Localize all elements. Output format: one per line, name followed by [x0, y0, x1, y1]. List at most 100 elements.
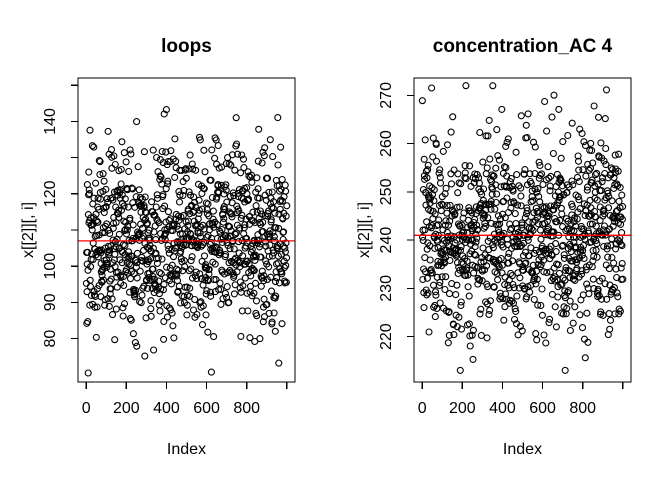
scatter-point [260, 313, 269, 321]
scatter-point [438, 273, 446, 281]
scatter-point [425, 328, 433, 336]
scatter-point [442, 184, 450, 192]
scatter-point [449, 321, 458, 329]
scatter-point [152, 236, 160, 244]
scatter-point [207, 238, 215, 247]
scatter-point [187, 265, 195, 273]
scatter-point [119, 312, 127, 320]
scatter-point [145, 226, 153, 234]
y-tick-label: 260 [378, 130, 395, 157]
scatter-point [103, 248, 112, 256]
scatter-point [158, 147, 166, 156]
plot-title: loops [161, 36, 212, 57]
scatter-point [487, 205, 495, 213]
scatter-point [277, 185, 285, 193]
scatter-point [443, 141, 452, 149]
scatter-point [186, 151, 194, 159]
scatter-point [203, 233, 211, 241]
scatter-point [106, 277, 114, 285]
scatter-point [133, 342, 141, 350]
scatter-point [253, 312, 261, 320]
scatter-point [249, 217, 257, 225]
scatter-point [252, 297, 261, 305]
plot-area: 0 200 400 600 800 140 120 100 90 80 [42, 77, 296, 417]
scatter-point [423, 274, 431, 282]
plot-area: 0 200 400 600 800 270 260 250 240 230 220 [378, 77, 632, 417]
scatter-point [202, 261, 210, 269]
scatter-point [441, 221, 449, 229]
scatter-point [564, 131, 572, 140]
scatter-point [202, 199, 210, 207]
scatter-point [465, 236, 473, 244]
scatter-point [493, 126, 501, 134]
scatter-point [265, 309, 273, 317]
scatter-point [529, 138, 538, 146]
scatter-point [181, 263, 189, 271]
x-axis: 0 200 400 600 800 [418, 382, 624, 417]
scatter-point [533, 188, 541, 196]
scatter-point [516, 322, 524, 330]
scatter-point [618, 242, 626, 250]
scatter-point [613, 289, 621, 297]
scatter-point [168, 222, 177, 230]
scatter-point [168, 261, 176, 269]
scatter-point [94, 218, 102, 226]
scatter-point [156, 268, 164, 277]
scatter-point [218, 268, 226, 276]
scatter-point [500, 229, 508, 237]
scatter-point [605, 310, 613, 318]
scatter-point [88, 142, 96, 150]
scatter-point [270, 233, 278, 241]
scatter-point [227, 161, 235, 169]
scatter-point [270, 309, 278, 317]
scatter-point [111, 250, 119, 258]
scatter-point [128, 184, 136, 192]
scatter-point [557, 204, 565, 212]
scatter-point [562, 266, 570, 275]
scatter-point [555, 196, 563, 204]
scatter-point [267, 216, 275, 224]
scatter-point [535, 192, 543, 201]
scatter-point [275, 359, 283, 367]
scatter-point [153, 259, 161, 267]
scatter-point [559, 241, 567, 249]
scatter-point [275, 224, 283, 232]
scatter-point [589, 257, 597, 265]
scatter-point [254, 157, 262, 165]
scatter-point [209, 207, 217, 215]
scatter-point [589, 275, 597, 283]
scatter-point [454, 189, 462, 197]
scatter-point [126, 275, 135, 283]
scatter-point [149, 146, 157, 154]
scatter-point [545, 209, 553, 217]
scatter-point [137, 299, 145, 307]
scatter-point [473, 221, 481, 229]
scatter-point [244, 195, 253, 203]
scatter-point [536, 226, 545, 234]
scatter-point [607, 164, 615, 172]
scatter-point [201, 168, 209, 176]
scatter-point [550, 206, 558, 214]
scatter-point [534, 261, 542, 269]
y-tick-label: 270 [378, 82, 395, 109]
scatter-point [590, 252, 598, 260]
scatter-point [457, 301, 465, 310]
scatter-point [230, 290, 238, 298]
scatter-point [175, 188, 183, 196]
scatter-point [604, 189, 612, 197]
scatter-point [578, 324, 587, 332]
scatter-point [611, 151, 619, 159]
scatter-point [252, 202, 260, 210]
scatter-point [177, 247, 185, 255]
scatter-point [271, 327, 279, 335]
scatter-point [217, 249, 225, 257]
scatter-point [213, 221, 221, 229]
y-tick-label: 140 [42, 108, 59, 135]
scatter-point [278, 270, 286, 278]
scatter-point [436, 299, 444, 307]
scatter-point [272, 292, 280, 300]
scatter-point [115, 213, 123, 222]
scatter-point [119, 304, 127, 312]
scatter-point [196, 136, 204, 144]
scatter-point [593, 169, 601, 177]
